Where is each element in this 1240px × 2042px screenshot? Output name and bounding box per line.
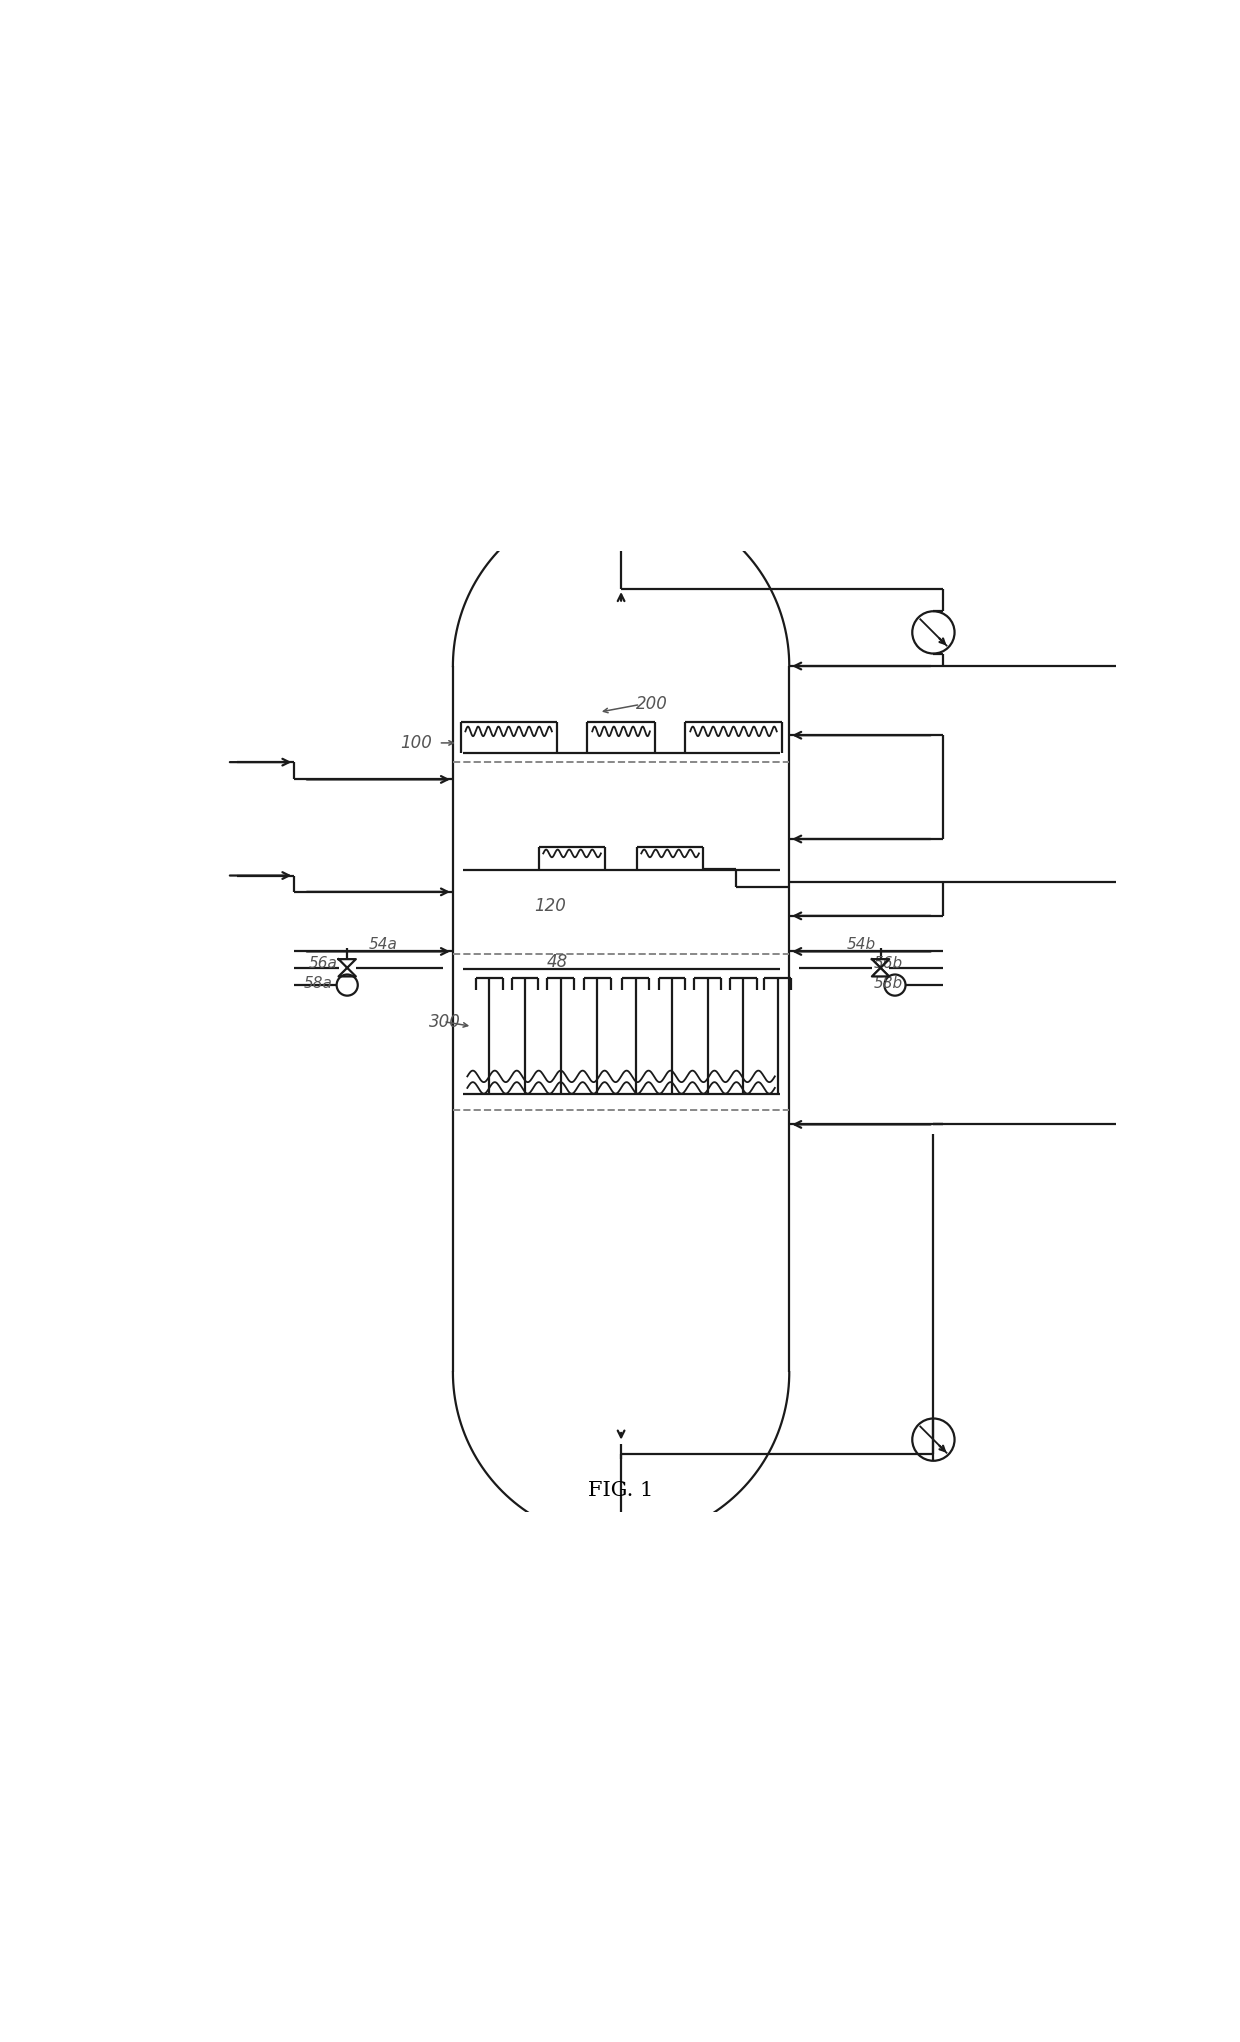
Text: 58a: 58a <box>304 976 332 990</box>
Text: 56b: 56b <box>874 956 903 972</box>
Text: 58b: 58b <box>874 976 903 990</box>
Polygon shape <box>872 960 889 976</box>
Text: 54a: 54a <box>368 937 397 952</box>
Text: 54b: 54b <box>847 937 875 952</box>
Text: 48: 48 <box>547 954 568 972</box>
Text: 100: 100 <box>399 733 432 751</box>
Text: 300: 300 <box>429 1013 461 1031</box>
Text: 120: 120 <box>534 896 567 915</box>
Polygon shape <box>339 960 356 976</box>
Text: 200: 200 <box>635 696 667 713</box>
Text: FIG. 1: FIG. 1 <box>589 1480 653 1501</box>
Text: 56a: 56a <box>309 956 337 972</box>
